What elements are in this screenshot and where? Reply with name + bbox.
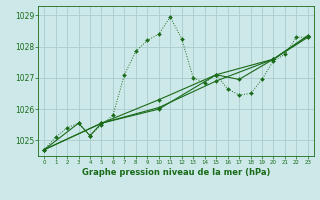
X-axis label: Graphe pression niveau de la mer (hPa): Graphe pression niveau de la mer (hPa) <box>82 168 270 177</box>
